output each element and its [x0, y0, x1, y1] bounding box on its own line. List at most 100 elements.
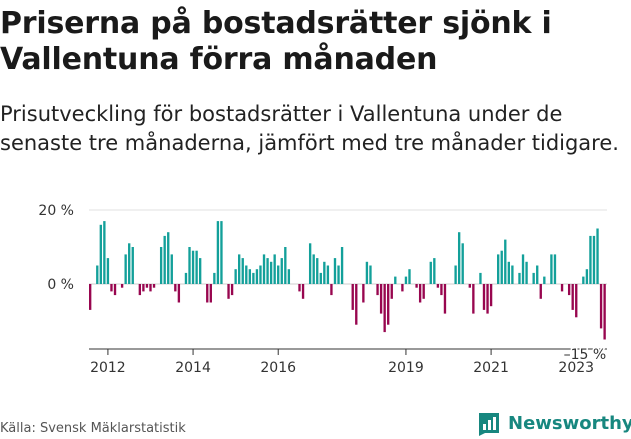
bar [589, 235, 592, 284]
bar [408, 269, 411, 284]
bar [511, 265, 514, 284]
bar [284, 247, 287, 284]
x-tick-label: 2019 [388, 360, 424, 376]
bar [362, 284, 365, 303]
bar [333, 258, 337, 284]
bar [142, 284, 145, 292]
bar-series [89, 221, 606, 340]
bar [401, 284, 404, 292]
axis-labels: 20 % 0 % 2012 2014 2016 2019 2021 2023–15 % [38, 203, 607, 376]
bar [543, 276, 546, 284]
bar [177, 284, 181, 303]
bar [376, 284, 379, 296]
bar [429, 261, 432, 284]
bar-chart: 20 % 0 % 2012 2014 2016 2019 2021 2023–15 % [38, 203, 607, 376]
x-tick-label: 2023 [558, 360, 594, 376]
bar [220, 221, 223, 284]
bar [266, 258, 269, 284]
bar [124, 254, 127, 284]
bar [99, 224, 102, 284]
bar [550, 254, 553, 284]
bar [191, 250, 195, 284]
bar [582, 276, 585, 284]
bar [497, 254, 500, 284]
bar [138, 284, 142, 296]
bar [596, 228, 599, 284]
bar [319, 272, 322, 284]
bar [415, 284, 418, 288]
chart-title: Priserna på bostadsrätter sjönk i Vallen… [0, 6, 552, 77]
bar [404, 276, 408, 284]
bar [96, 265, 99, 284]
y-tick-label: 20 % [38, 203, 74, 219]
gridlines [89, 209, 607, 285]
bar [468, 284, 471, 288]
bar [206, 284, 209, 303]
bar [316, 258, 319, 284]
bar [131, 247, 134, 284]
bar [539, 284, 542, 299]
bar [369, 265, 372, 284]
bar [245, 265, 248, 284]
bar [500, 250, 503, 284]
bar [167, 232, 170, 284]
bar [603, 284, 606, 340]
bar [365, 261, 369, 284]
bar [504, 239, 507, 284]
bar [326, 265, 330, 284]
bar [461, 243, 464, 284]
bar [472, 284, 475, 314]
bar [521, 254, 525, 284]
bar [273, 254, 276, 284]
bar [443, 284, 447, 314]
bar [585, 269, 589, 284]
bar [433, 258, 436, 284]
last-value-label: –15 % [564, 347, 607, 363]
bar [241, 258, 244, 284]
bar [298, 284, 301, 292]
bar [518, 272, 521, 284]
bar [234, 269, 237, 284]
bar [387, 284, 390, 325]
bar [486, 284, 489, 314]
bar [174, 284, 177, 292]
x-axis [89, 348, 607, 355]
x-tick-label: 2012 [90, 360, 126, 376]
bar [255, 269, 259, 284]
bar [507, 261, 511, 284]
bar [323, 261, 326, 284]
bar [560, 284, 564, 292]
bar [536, 265, 539, 284]
brand-name: Newsworthy [508, 412, 631, 434]
bar [436, 284, 440, 288]
bar [379, 284, 383, 314]
bar [532, 272, 535, 284]
bar [209, 284, 212, 303]
bar [575, 284, 578, 318]
chart-subtitle: Prisutveckling för bostadsrätter i Valle… [0, 102, 619, 155]
bar [308, 243, 312, 284]
bar [188, 247, 191, 284]
bar [216, 221, 220, 284]
bar [163, 235, 166, 284]
bar [238, 254, 241, 284]
bar [390, 284, 393, 299]
bar [337, 265, 340, 284]
y-tick-label: 0 % [47, 277, 74, 293]
source-note: Källa: Svensk Mäklarstatistik [0, 421, 186, 436]
bar [489, 284, 493, 307]
bar [262, 254, 266, 284]
bar [592, 235, 596, 284]
bar [252, 272, 255, 284]
newsworthy-logo-icon [479, 413, 499, 436]
bar [394, 276, 397, 284]
bar [269, 261, 273, 284]
bar [159, 247, 163, 284]
x-tick-label: 2021 [473, 360, 509, 376]
bar [152, 284, 156, 288]
bar [287, 269, 291, 284]
x-tick-label: 2014 [175, 360, 211, 376]
brand-logo[interactable]: Newsworthy [476, 409, 631, 437]
bar [525, 261, 528, 284]
bar [457, 232, 461, 284]
